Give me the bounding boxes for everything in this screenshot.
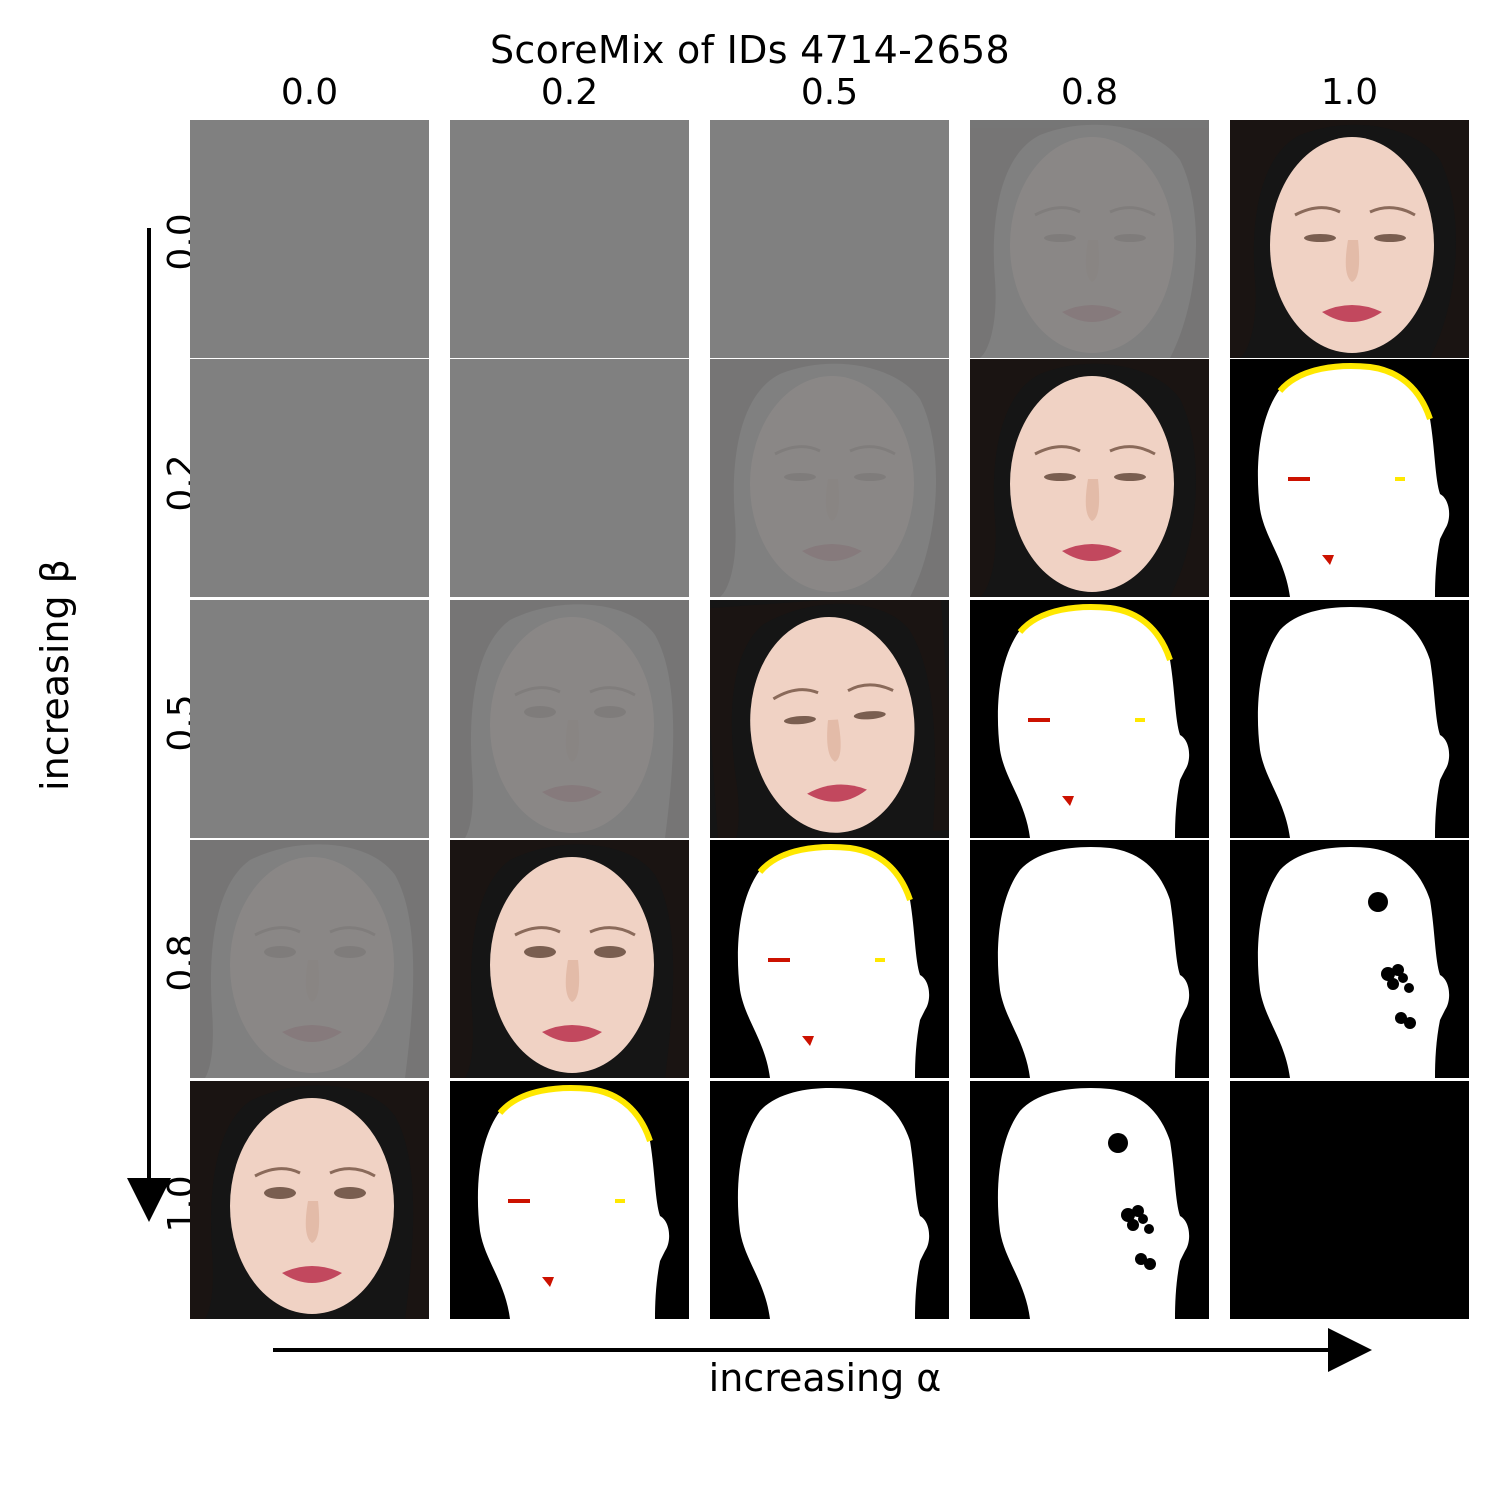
face-mask-image-r4-c1 [450, 1081, 689, 1319]
face-mask-spotted-image-r3-c4 [1230, 840, 1469, 1078]
column-label-alpha-1: 0.2 [540, 72, 599, 113]
alpha-arrowhead-icon [1328, 1328, 1372, 1372]
column-label-alpha-0: 0.0 [280, 72, 339, 113]
gray-image-r0-c0 [190, 120, 429, 358]
gray-image-r1-c0 [190, 359, 429, 597]
column-label-alpha-4: 1.0 [1320, 72, 1379, 113]
faded-face-image-r2-c1 [450, 600, 689, 838]
gray-image-r1-c1 [450, 359, 689, 597]
alpha-axis-arrow-line [273, 1348, 1333, 1352]
black-image-r4-c4 [1230, 1081, 1469, 1319]
face-mask-image-r3-c2 [710, 840, 949, 1078]
x-axis-label: increasing α [708, 1356, 942, 1400]
column-label-alpha-2: 0.5 [800, 72, 859, 113]
face-mask-image-r3-c3 [970, 840, 1209, 1078]
face-image-r1-c3 [970, 359, 1209, 597]
face-mask-image-r1-c4 [1230, 359, 1469, 597]
column-label-alpha-3: 0.8 [1060, 72, 1119, 113]
face-mask-spotted-image-r4-c3 [970, 1081, 1209, 1319]
faded-face-image-r3-c0 [190, 840, 429, 1078]
gray-image-r0-c2 [710, 120, 949, 358]
y-axis-label: increasing β [33, 559, 77, 791]
gray-image-r0-c1 [450, 120, 689, 358]
faded-face-image-r1-c2 [710, 359, 949, 597]
beta-axis-arrow-line [147, 228, 151, 1188]
face-image-r0-c4 [1230, 120, 1469, 358]
face-image-r2-c2 [710, 600, 949, 838]
chart-title: ScoreMix of IDs 4714-2658 [489, 28, 1011, 72]
beta-arrowhead-icon [127, 1178, 171, 1222]
face-mask-image-r4-c2 [710, 1081, 949, 1319]
gray-image-r2-c0 [190, 600, 429, 838]
face-mask-image-r2-c3 [970, 600, 1209, 838]
face-mask-image-r2-c4 [1230, 600, 1469, 838]
face-image-r3-c1 [450, 840, 689, 1078]
face-image-r4-c0 [190, 1081, 429, 1319]
faded-face-image-r0-c3 [970, 120, 1209, 358]
